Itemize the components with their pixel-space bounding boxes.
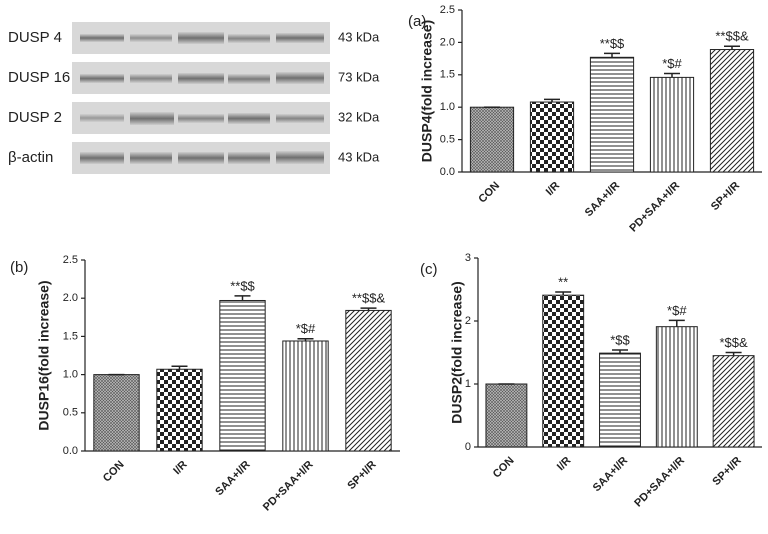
x-tick-label: I/R [171,459,189,477]
bar [649,76,695,173]
bar [589,56,635,173]
error-bar [725,351,742,356]
x-tick-label: SAA+I/R [591,455,630,494]
y-tick-label: 1.0 [440,101,455,113]
significance-label: **$$& [715,29,749,44]
x-tick-label: CON [491,455,517,481]
blot-label: DUSP 16 [8,69,70,86]
x-tick-label: PD+SAA+I/R [627,180,682,235]
x-tick-label: I/R [544,180,562,198]
error-bar [555,291,572,296]
x-tick-label: PD+SAA+I/R [632,455,687,510]
blot-size: 73 kDa [338,69,380,84]
y-tick-label: 0.5 [440,134,455,146]
bar [542,294,585,448]
y-axis-title: DUSP16(fold increase) [36,280,52,430]
x-tick-label: PD+SAA+I/R [261,459,316,514]
blot-label: β-actin [8,149,53,166]
y-tick-label: 1.5 [440,69,455,81]
error-bar [668,319,685,327]
error-bar [724,45,740,50]
blot-size: 32 kDa [338,109,380,124]
bar [529,101,575,173]
error-bar [544,98,560,103]
y-tick-label: 0.5 [63,407,78,419]
y-axis-title: DUSP4(fold increase) [419,20,435,162]
y-tick-label: 0.0 [63,445,78,457]
blot-image [72,22,330,174]
x-tick-label: CON [101,459,127,485]
x-tick-label: CON [476,180,502,206]
error-bar [664,72,680,78]
error-bar [297,337,314,341]
blot-size: 43 kDa [338,29,380,44]
significance-label: *$# [296,321,316,336]
y-tick-label: 0.0 [440,166,455,178]
bar [345,309,392,452]
panel-label: (b) [10,259,28,276]
significance-label: ** [558,274,568,289]
error-bar [171,365,188,370]
significance-label: *$# [662,56,682,71]
bar [282,340,329,452]
x-tick-label: SAA+I/R [583,180,622,219]
bar [93,374,140,452]
y-axis-title: DUSP2(fold increase) [449,281,465,423]
x-tick-label: SAA+I/R [213,459,252,498]
bar [712,355,755,448]
bar [485,383,528,448]
blot-size: 43 kDa [338,149,380,164]
x-tick-label: SP+I/R [710,455,743,488]
y-tick-label: 3 [465,252,471,264]
blot-label: DUSP 4 [8,29,62,46]
blot-label: DUSP 2 [8,109,62,126]
error-bar [604,52,620,58]
bar [469,106,515,173]
y-tick-label: 2.5 [63,254,78,266]
bar [219,299,266,452]
y-tick-label: 2.5 [440,4,455,16]
error-bar [234,295,251,301]
error-bar [360,307,377,311]
significance-label: *$$ [610,332,630,347]
significance-label: *$$& [719,335,748,350]
bar [709,49,755,173]
significance-label: **$$& [352,291,386,306]
significance-label: **$$ [230,278,255,293]
y-tick-label: 1.5 [63,330,78,342]
y-tick-label: 0 [465,441,471,453]
y-tick-label: 2.0 [63,292,78,304]
significance-label: **$$ [600,36,625,51]
x-tick-label: SP+I/R [345,459,378,492]
panel-label: (c) [420,261,438,278]
error-bar [612,349,628,354]
bar [599,352,641,448]
bar [156,368,203,452]
bar [655,326,698,448]
y-tick-label: 2.0 [440,36,455,48]
y-tick-label: 2 [465,315,471,327]
y-tick-label: 1 [465,378,471,390]
x-tick-label: I/R [555,455,573,473]
significance-label: *$# [667,303,687,318]
y-tick-label: 1.0 [63,369,78,381]
x-tick-label: SP+I/R [709,180,742,213]
panel-label: (a) [408,13,426,30]
